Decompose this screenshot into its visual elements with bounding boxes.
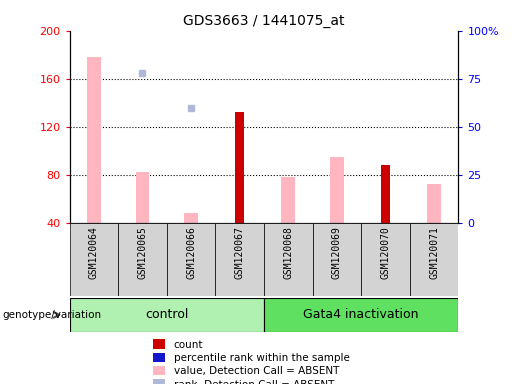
Text: GSM120066: GSM120066 [186, 227, 196, 279]
Text: GSM120064: GSM120064 [89, 227, 99, 279]
Bar [381, 165, 390, 223]
Bar [281, 177, 295, 223]
Text: Gata4 inactivation: Gata4 inactivation [303, 308, 419, 321]
Text: GSM120069: GSM120069 [332, 227, 342, 279]
Bar [215, 223, 264, 296]
Bar [87, 57, 100, 223]
Text: control: control [145, 308, 188, 321]
Bar [70, 223, 118, 296]
Text: GSM120065: GSM120065 [138, 227, 147, 279]
Bar [410, 223, 458, 296]
Text: genotype/variation: genotype/variation [3, 310, 101, 320]
Bar [135, 172, 149, 223]
Bar [235, 112, 244, 223]
Text: GSM120068: GSM120068 [283, 227, 293, 279]
Text: GSM120070: GSM120070 [381, 227, 390, 279]
Bar [361, 223, 410, 296]
Text: GSM120071: GSM120071 [429, 227, 439, 279]
Text: GSM120067: GSM120067 [235, 227, 245, 279]
Bar [313, 223, 361, 296]
Bar [264, 298, 458, 332]
Bar [264, 223, 313, 296]
Legend: count, percentile rank within the sample, value, Detection Call = ABSENT, rank, : count, percentile rank within the sample… [153, 339, 350, 384]
Bar [427, 184, 441, 223]
Bar [330, 157, 344, 223]
Bar [167, 223, 215, 296]
Bar [184, 213, 198, 223]
Bar [70, 298, 264, 332]
Bar [118, 223, 167, 296]
Title: GDS3663 / 1441075_at: GDS3663 / 1441075_at [183, 14, 345, 28]
